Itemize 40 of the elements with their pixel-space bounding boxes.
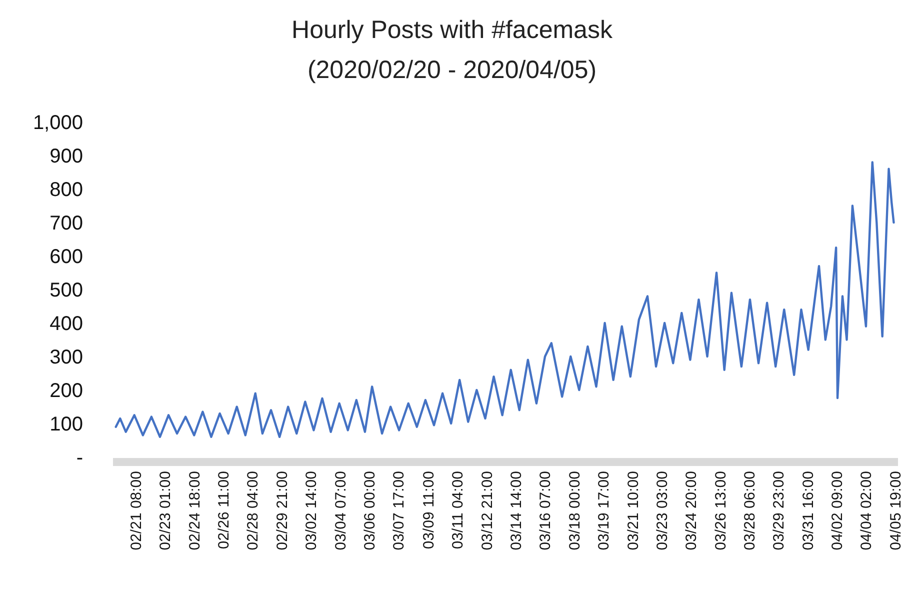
x-tick-label: 02/29 21:00 [274, 471, 291, 550]
chart-subtitle: (2020/02/20 - 2020/04/05) [307, 56, 597, 84]
x-tick-label: 03/16 07:00 [537, 471, 554, 550]
x-tick-label: 03/14 14:00 [508, 471, 526, 550]
x-tick-label: 03/24 20:00 [683, 471, 700, 550]
x-tick-label: 03/29 23:00 [770, 471, 788, 550]
x-tick-label: 03/28 06:00 [742, 471, 759, 550]
x-tick-label: 04/02 09:00 [829, 471, 846, 550]
x-tick-label: 03/21 10:00 [624, 471, 642, 550]
x-tick-label: 02/23 01:00 [157, 471, 174, 550]
y-tick-label: 700 [50, 212, 83, 234]
chart-title: Hourly Posts with #facemask [292, 16, 613, 44]
y-tick-label: 300 [50, 346, 83, 368]
x-tick-label: 03/19 17:00 [596, 471, 613, 550]
x-tick-label: 03/04 07:00 [332, 471, 350, 550]
y-tick-label: - [76, 447, 83, 469]
x-tick-label: 03/31 16:00 [800, 471, 817, 550]
y-tick-label: 800 [50, 179, 83, 201]
x-tick-label: 02/21 08:00 [128, 471, 146, 550]
x-tick-label: 03/09 11:00 [420, 471, 438, 550]
x-tick-label: 02/26 11:00 [216, 471, 233, 550]
x-tick-label: 04/04 02:00 [858, 471, 876, 550]
x-tick-label: 03/02 14:00 [303, 471, 320, 550]
x-tick-label: 02/24 18:00 [186, 471, 204, 550]
x-tick-label: 03/12 21:00 [478, 471, 496, 550]
x-tick-label: 03/18 00:00 [566, 471, 584, 550]
x-tick-label: 02/28 04:00 [244, 471, 262, 550]
x-tick-label: 03/07 17:00 [390, 471, 408, 550]
y-tick-label: 200 [50, 380, 83, 402]
y-tick-label: 500 [50, 280, 83, 302]
y-tick-label: 900 [50, 146, 83, 168]
x-tick-label: 03/11 04:00 [450, 471, 467, 550]
x-tick-label: 03/26 13:00 [712, 471, 730, 550]
x-tick-label: 03/23 03:00 [654, 471, 671, 550]
y-tick-label: 400 [50, 313, 83, 335]
y-tick-label: 100 [50, 414, 83, 436]
y-tick-label: 1,000 [32, 112, 83, 134]
x-tick-label: 04/05 19:00 [887, 471, 904, 550]
x-tick-label: 03/06 00:00 [361, 471, 378, 550]
y-tick-label: 600 [50, 246, 83, 268]
